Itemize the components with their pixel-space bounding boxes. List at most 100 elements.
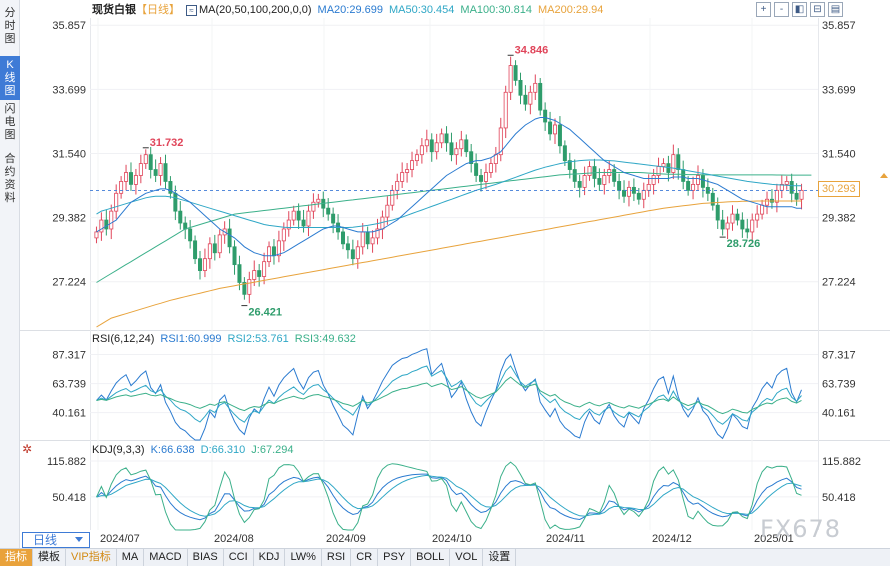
chart-tool-button-3[interactable]: ⊟	[810, 2, 825, 17]
candle-body	[360, 231, 365, 248]
candle-body	[202, 258, 207, 271]
candle-body	[326, 207, 331, 215]
candle-body	[207, 243, 212, 260]
watermark-logo: FX678	[760, 515, 842, 543]
candle-body	[730, 213, 735, 224]
candle-body	[700, 175, 705, 188]
toolbar-button--0[interactable]: 指标	[0, 549, 33, 566]
kdj-legend: KDJ(9,3,3) K:66.638 D:66.310 J:67.294	[92, 442, 293, 458]
last-price-tag: 30.293	[818, 181, 860, 197]
candle-body	[508, 65, 513, 93]
chart-tool-button-4[interactable]: ▤	[828, 2, 843, 17]
price-tick-left: 29.382	[52, 213, 86, 225]
left-tab-0[interactable]: 分 时 图	[4, 7, 16, 45]
candle-body	[774, 189, 779, 203]
chart-tool-button-0[interactable]: +	[756, 2, 771, 17]
candle-body	[469, 151, 474, 164]
candle-body	[459, 139, 464, 150]
toolbar-button-cr-10[interactable]: CR	[351, 549, 379, 566]
left-tab-2[interactable]: 闪 电 图	[4, 103, 16, 141]
candle-body	[419, 145, 424, 156]
candle-body	[424, 139, 429, 147]
toolbar-button-ma-3[interactable]: MA	[117, 549, 145, 566]
candle-body	[188, 228, 193, 242]
chart-tool-button-1[interactable]: -	[774, 2, 789, 17]
toolbar-button-rsi-9[interactable]: RSI	[322, 549, 352, 566]
x-axis-label: 2024/09	[326, 533, 366, 545]
kdj-tick-left: 50.418	[52, 492, 86, 504]
x-axis-label: 2024/10	[432, 533, 472, 545]
candle-body	[799, 189, 804, 200]
x-axis-label: 2024/07	[100, 533, 140, 545]
candle-body	[133, 175, 138, 185]
candle-body	[528, 91, 533, 105]
candle-body	[715, 204, 720, 221]
toolbar-button-vip-2[interactable]: VIP指标	[66, 549, 117, 566]
chart-canvas[interactable]: 35.857 35.857 33.699 33.699 31.540 31.540 29.3…	[0, 0, 890, 548]
price-tick-right: 29.382	[822, 213, 856, 225]
kdj-tick-left: 115.882	[47, 456, 86, 468]
chart-tool-button-2[interactable]: ◧	[792, 2, 807, 17]
toolbar-button-lw-8[interactable]: LW%	[285, 549, 322, 566]
price-tick-left: 35.857	[52, 20, 86, 32]
rsi-tick-left: 63.739	[52, 379, 86, 391]
candle-body	[400, 172, 405, 182]
toolbar-button-psy-11[interactable]: PSY	[378, 549, 412, 566]
toolbar-button-vol-13[interactable]: VOL	[450, 549, 484, 566]
candle-body	[720, 219, 725, 230]
ma-settings-icon[interactable]: ≈	[186, 4, 197, 16]
candle-body	[193, 240, 198, 260]
kdj-tick-right: 115.882	[822, 456, 861, 468]
x-axis-label: 2024/08	[214, 533, 254, 545]
kdj-tick-right: 50.418	[822, 492, 856, 504]
toolbar-button-bias-5[interactable]: BIAS	[188, 549, 224, 566]
candle-body	[695, 175, 700, 185]
candle-body	[602, 175, 607, 185]
candle-body	[676, 154, 681, 170]
candle-body	[158, 163, 163, 176]
candle-body	[750, 219, 755, 233]
candle-body	[488, 163, 493, 173]
left-tab-3[interactable]: 合 约 资 料	[4, 153, 16, 204]
candle-body	[390, 189, 395, 206]
candle-body	[464, 139, 469, 153]
candle-body	[454, 148, 459, 156]
toolbar-button-boll-12[interactable]: BOLL	[411, 549, 451, 566]
gear-icon[interactable]: ✲	[22, 442, 33, 456]
x-axis-label: 2024/12	[652, 533, 692, 545]
candle-body	[311, 201, 316, 212]
candle-body	[183, 222, 188, 230]
indicator-toolbar: 指标 模板 VIP指标 MA MACD BIAS CCI KDJ LW% RSI CR PSY BOLL…	[0, 548, 890, 566]
candle-body	[370, 237, 375, 245]
toolbar-button--14[interactable]: 设置	[483, 549, 517, 566]
candle-body	[345, 243, 350, 251]
candle-body	[651, 175, 656, 185]
toolbar-button-kdj-7[interactable]: KDJ	[254, 549, 286, 566]
rsi-tick-right: 87.317	[822, 349, 856, 361]
candle-body	[365, 231, 370, 245]
candle-body	[148, 154, 153, 170]
ma20-value: MA20:29.699	[317, 4, 383, 16]
rsi-tick-right: 63.739	[822, 379, 856, 391]
rsi-line-2	[96, 365, 802, 425]
candle-body	[548, 121, 553, 135]
toolbar-button-macd-4[interactable]: MACD	[144, 549, 188, 566]
candle-body	[760, 204, 765, 215]
left-tab-bar: 分 时 图 K 线 图闪 电 图合 约 资 料	[0, 0, 20, 548]
candle-body	[449, 142, 454, 156]
period-selector[interactable]: 日线	[22, 532, 90, 548]
left-tab-1[interactable]: K 线 图	[0, 56, 20, 100]
candle-body	[227, 228, 232, 248]
candle-body	[745, 228, 750, 233]
candle-body	[410, 160, 415, 170]
toolbar-button-cci-6[interactable]: CCI	[224, 549, 254, 566]
kdj-k-value: K:66.638	[150, 444, 195, 456]
candle-body	[543, 109, 548, 123]
toolbar-button--1[interactable]: 模板	[33, 549, 66, 566]
candle-body	[124, 172, 129, 182]
candle-body	[143, 154, 148, 165]
ma200-line	[96, 200, 802, 328]
rsi2-value: RSI2:53.761	[227, 333, 289, 345]
candle-body	[523, 94, 528, 105]
ma20-line	[96, 117, 802, 257]
